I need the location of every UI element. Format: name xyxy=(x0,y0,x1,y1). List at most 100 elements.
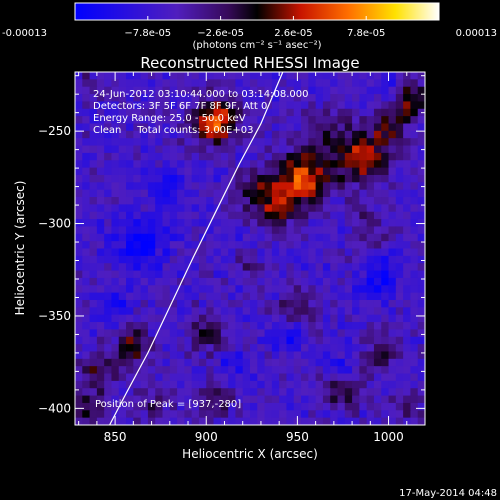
heatmap-pixel xyxy=(315,197,324,205)
heatmap-pixel xyxy=(133,160,142,169)
heatmap-pixel xyxy=(257,336,266,345)
heatmap-pixel xyxy=(96,366,105,375)
heatmap-pixel xyxy=(279,380,288,389)
heatmap-pixel xyxy=(82,108,91,117)
heatmap-pixel xyxy=(250,307,258,316)
heatmap-pixel xyxy=(198,211,207,220)
heatmap-pixel xyxy=(410,299,419,308)
heatmap-pixel xyxy=(147,277,156,286)
heatmap-pixel xyxy=(410,145,419,154)
heatmap-pixel xyxy=(89,299,98,308)
heatmap-pixel xyxy=(75,307,83,316)
heatmap-pixel xyxy=(177,138,185,147)
heatmap-pixel xyxy=(301,197,309,205)
heatmap-pixel xyxy=(235,167,244,176)
heatmap-pixel xyxy=(395,72,404,80)
heatmap-pixel xyxy=(169,130,178,139)
heatmap-pixel xyxy=(184,167,193,176)
heatmap-pixel xyxy=(257,226,266,235)
heatmap-pixel xyxy=(191,160,200,169)
heatmap-pixel xyxy=(198,322,207,330)
heatmap-pixel xyxy=(271,322,280,330)
heatmap-pixel xyxy=(381,314,390,323)
heatmap-pixel xyxy=(162,174,171,183)
heatmap-pixel xyxy=(133,322,142,330)
heatmap-pixel xyxy=(322,307,331,316)
heatmap-pixel xyxy=(403,329,412,338)
heatmap-pixel xyxy=(271,395,280,404)
heatmap-pixel xyxy=(322,189,331,198)
heatmap-pixel xyxy=(228,255,237,264)
heatmap-pixel xyxy=(337,351,346,360)
heatmap-pixel xyxy=(337,395,346,404)
heatmap-pixel xyxy=(293,79,302,88)
heatmap-pixel xyxy=(118,358,127,367)
heatmap-pixel xyxy=(169,174,178,183)
heatmap-pixel xyxy=(322,336,331,345)
heatmap-pixel xyxy=(337,241,346,250)
heatmap-pixel xyxy=(228,270,237,279)
heatmap-pixel xyxy=(250,94,258,103)
heatmap-pixel xyxy=(177,241,185,250)
heatmap-pixel xyxy=(301,211,309,220)
heatmap-pixel xyxy=(352,351,360,360)
heatmap-pixel xyxy=(410,72,419,80)
heatmap-pixel xyxy=(118,351,127,360)
heatmap-pixel xyxy=(169,322,178,330)
heatmap-pixel xyxy=(315,417,324,425)
heatmap-pixel xyxy=(96,86,105,95)
heatmap-pixel xyxy=(381,351,390,360)
heatmap-pixel xyxy=(184,322,193,330)
heatmap-pixel xyxy=(388,285,397,294)
heatmap-pixel xyxy=(403,174,412,183)
heatmap-pixel xyxy=(228,86,237,95)
heatmap-pixel xyxy=(257,307,266,316)
heatmap-pixel xyxy=(147,380,156,389)
heatmap-pixel xyxy=(388,344,397,353)
x-tick-label: 900 xyxy=(195,430,218,444)
heatmap-pixel xyxy=(228,197,237,205)
heatmap-pixel xyxy=(147,138,156,147)
heatmap-pixel xyxy=(184,219,193,228)
heatmap-pixel xyxy=(206,182,215,191)
heatmap-pixel xyxy=(82,130,91,139)
heatmap-pixel xyxy=(322,329,331,338)
heatmap-pixel xyxy=(133,145,142,154)
heatmap-pixel xyxy=(286,219,295,228)
heatmap-pixel xyxy=(147,233,156,242)
heatmap-pixel xyxy=(271,380,280,389)
heatmap-pixel xyxy=(147,351,156,360)
heatmap-pixel xyxy=(403,211,412,220)
heatmap-pixel xyxy=(228,72,237,80)
heatmap-pixel xyxy=(388,380,397,389)
solar-limb-line xyxy=(109,72,284,425)
heatmap-pixel xyxy=(250,204,258,213)
heatmap-pixel xyxy=(337,108,346,117)
heatmap-pixel xyxy=(220,402,229,411)
heatmap-pixel xyxy=(104,145,113,154)
heatmap-pixel xyxy=(177,270,185,279)
heatmap-pixel xyxy=(279,248,288,257)
heatmap-pixel xyxy=(279,189,288,198)
heatmap-pixel xyxy=(155,116,164,125)
heatmap-pixel xyxy=(140,380,149,389)
heatmap-pixel xyxy=(162,322,171,330)
heatmap-pixel xyxy=(82,388,91,397)
heatmap-pixel xyxy=(75,270,83,279)
heatmap-pixel xyxy=(118,189,127,198)
heatmap-pixel xyxy=(96,292,105,301)
heatmap-pixel xyxy=(381,388,390,397)
heatmap-pixel xyxy=(191,130,200,139)
heatmap-pixel xyxy=(344,138,353,147)
heatmap-pixel xyxy=(373,182,382,191)
heatmap-pixel xyxy=(403,219,412,228)
heatmap-pixel xyxy=(111,145,120,154)
heatmap-pixel xyxy=(330,402,339,411)
heatmap-pixel xyxy=(366,94,375,103)
heatmap-pixel xyxy=(322,263,331,272)
heatmap-pixel xyxy=(104,344,113,353)
heatmap-pixel xyxy=(198,123,207,132)
heatmap-pixel xyxy=(82,174,91,183)
heatmap-pixel xyxy=(250,358,258,367)
heatmap-pixel xyxy=(191,189,200,198)
